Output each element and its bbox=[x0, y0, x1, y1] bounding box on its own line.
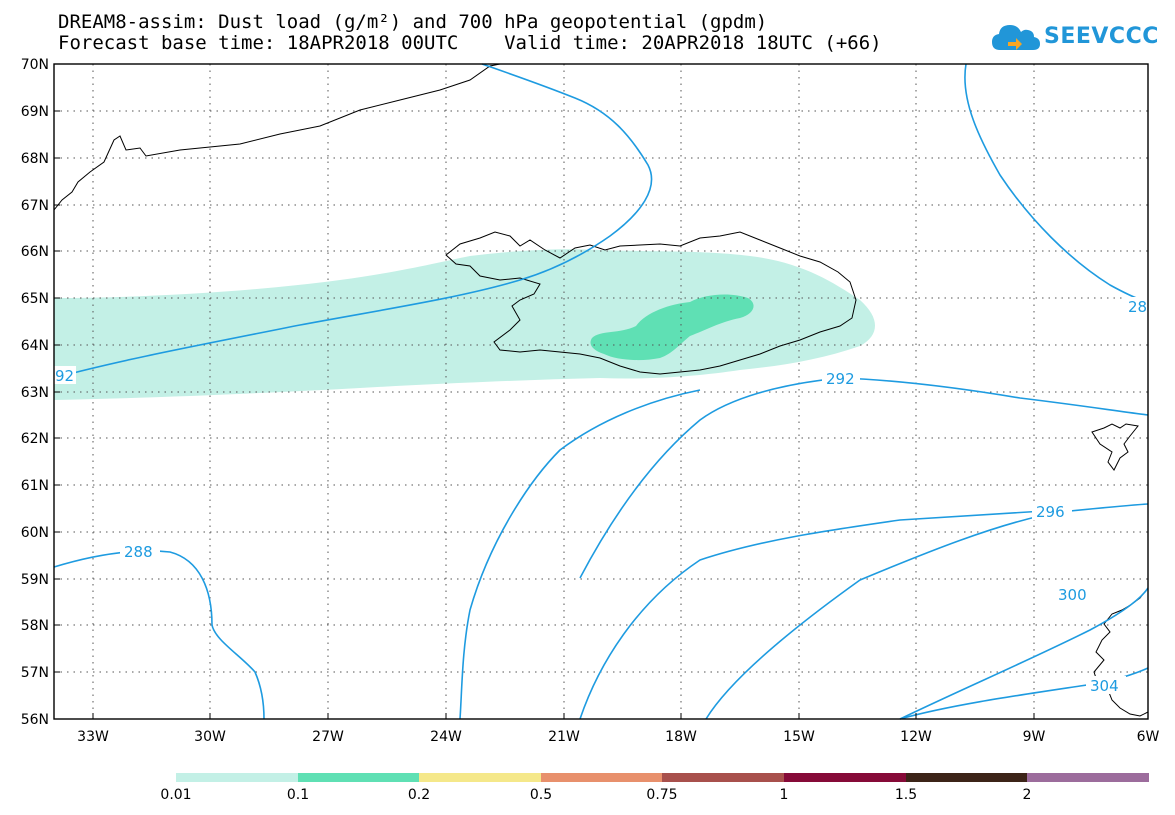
colorbar-labels: 0.01 0.1 0.2 0.5 0.75 1 1.5 2 bbox=[160, 787, 1031, 803]
colorbar-swatch bbox=[298, 773, 419, 782]
contour-label-292: 292 bbox=[826, 370, 855, 388]
geopotential-contours bbox=[53, 63, 1149, 720]
colorbar-label: 0.1 bbox=[287, 787, 309, 803]
contour-292-west bbox=[53, 63, 653, 379]
coastlines bbox=[53, 63, 1149, 717]
dust-area-light bbox=[54, 249, 875, 400]
map-subtitle: Forecast base time: 18APR2018 00UTC Vali… bbox=[58, 32, 882, 54]
lat-label: 70N bbox=[21, 57, 49, 73]
lat-label: 66N bbox=[21, 244, 49, 260]
colorbar-swatch bbox=[662, 773, 784, 782]
lon-label: 21W bbox=[548, 729, 580, 745]
contour-label-92: 92 bbox=[55, 367, 74, 385]
lon-label: 9W bbox=[1023, 729, 1046, 745]
lat-label: 65N bbox=[21, 291, 49, 307]
contour-label-288: 288 bbox=[124, 543, 153, 561]
colorbar-label: 2 bbox=[1023, 787, 1032, 803]
lon-label: 30W bbox=[194, 729, 226, 745]
lon-label: 27W bbox=[312, 729, 344, 745]
colorbar-label: 0.5 bbox=[530, 787, 552, 803]
lat-label: 58N bbox=[21, 618, 49, 634]
colorbar-label: 1 bbox=[780, 787, 789, 803]
colorbar-label: 0.75 bbox=[646, 787, 677, 803]
lat-label: 67N bbox=[21, 198, 49, 214]
contour-288 bbox=[53, 550, 265, 720]
scotland-coast bbox=[1093, 587, 1149, 717]
colorbar bbox=[176, 773, 1149, 782]
latitude-labels: 70N 69N 68N 67N 66N 65N 64N 63N 62N 61N … bbox=[21, 57, 49, 728]
contour-label-28: 28 bbox=[1128, 298, 1147, 316]
contour-300 bbox=[579, 509, 1149, 720]
lat-label: 69N bbox=[21, 104, 49, 120]
greenland-coast bbox=[53, 63, 501, 211]
lon-label: 18W bbox=[665, 729, 697, 745]
colorbar-swatch bbox=[541, 773, 662, 782]
lat-label: 60N bbox=[21, 525, 49, 541]
lon-label: 15W bbox=[783, 729, 815, 745]
lon-label: 24W bbox=[430, 729, 462, 745]
logo-text: SEEVCCC bbox=[1044, 24, 1159, 49]
iceland-coast bbox=[445, 231, 857, 375]
colorbar-swatch bbox=[1027, 773, 1149, 782]
contour-28x bbox=[964, 63, 1149, 303]
contour-288-lower bbox=[459, 389, 701, 720]
colorbar-label: 1.5 bbox=[895, 787, 917, 803]
faroe-coast bbox=[1091, 423, 1139, 471]
colorbar-swatch bbox=[906, 773, 1027, 782]
colorbar-label: 0.01 bbox=[160, 787, 191, 803]
lat-label: 62N bbox=[21, 431, 49, 447]
lat-label: 56N bbox=[21, 712, 49, 728]
colorbar-swatch bbox=[176, 773, 298, 782]
contour-296 bbox=[705, 503, 1149, 720]
lon-label: 6W bbox=[1137, 729, 1160, 745]
lat-label: 68N bbox=[21, 151, 49, 167]
lon-label: 33W bbox=[77, 729, 109, 745]
colorbar-swatch bbox=[419, 773, 541, 782]
lat-label: 57N bbox=[21, 665, 49, 681]
contour-292-east bbox=[579, 377, 1149, 579]
lat-label: 61N bbox=[21, 478, 49, 494]
colorbar-swatch bbox=[784, 773, 906, 782]
seevccc-logo: SEEVCCC bbox=[990, 20, 1158, 56]
lat-label: 64N bbox=[21, 338, 49, 354]
longitude-labels: 33W 30W 27W 24W 21W 18W 15W 12W 9W 6W bbox=[77, 729, 1159, 745]
colorbar-label: 0.2 bbox=[408, 787, 430, 803]
contour-label-296: 296 bbox=[1036, 503, 1065, 521]
axis-ticks bbox=[54, 63, 1149, 720]
lat-label: 59N bbox=[21, 572, 49, 588]
map-title: DREAM8-assim: Dust load (g/m²) and 700 h… bbox=[58, 11, 768, 33]
lon-label: 12W bbox=[900, 729, 932, 745]
contour-label-300: 300 bbox=[1058, 586, 1087, 604]
cloud-icon bbox=[992, 25, 1040, 50]
contour-label-304: 304 bbox=[1090, 677, 1119, 695]
dust-area-medium bbox=[590, 294, 754, 361]
lat-label: 63N bbox=[21, 385, 49, 401]
